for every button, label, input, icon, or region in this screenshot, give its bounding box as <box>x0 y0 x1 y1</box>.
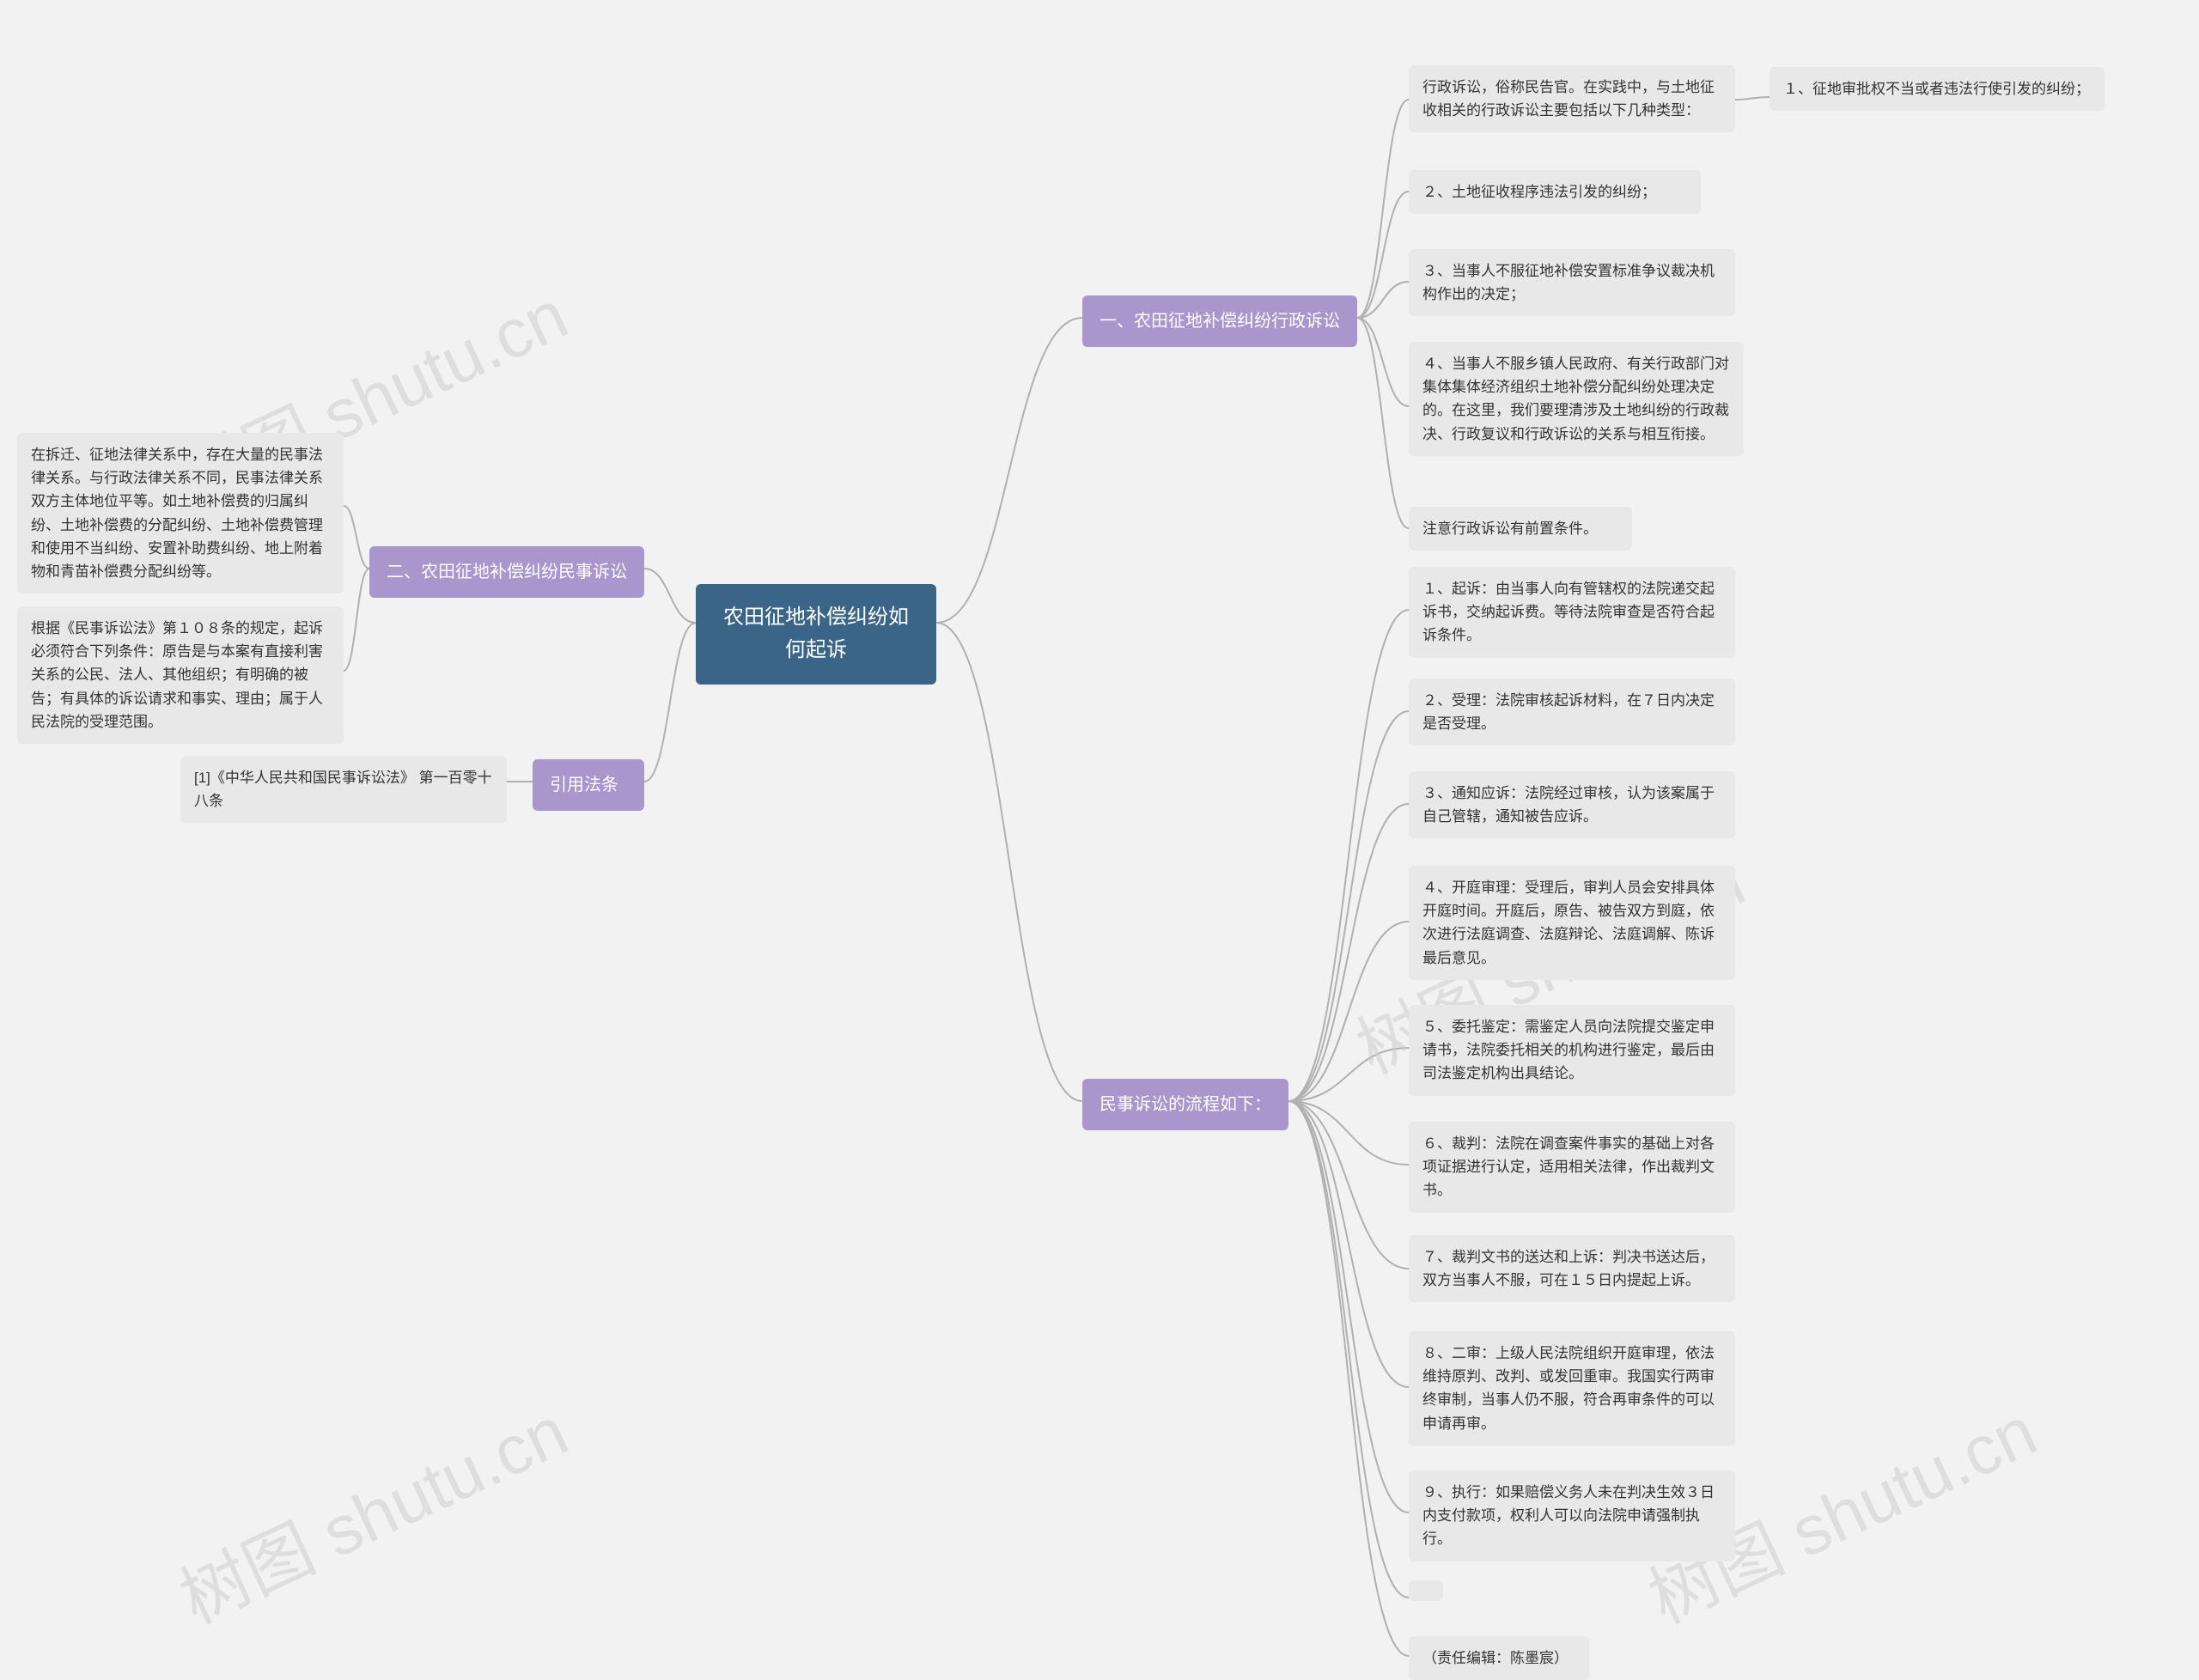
leaf-b3c1: 在拆迁、征地法律关系中，存在大量的民事法律关系。与行政法律关系不同，民事法律关系… <box>17 433 344 593</box>
leaf-b2c4: ４、开庭审理：受理后，审判人员会安排具体开庭时间。开庭后，原告、被告双方到庭，依… <box>1409 866 1735 980</box>
leaf-b2c11: （责任编辑：陈墨宸） <box>1409 1636 1589 1680</box>
leaf-b2c5: ５、委托鉴定：需鉴定人员向法院提交鉴定申请书，法院委托相关的机构进行鉴定，最后由… <box>1409 1005 1735 1096</box>
connector <box>1357 192 1409 318</box>
connector <box>644 623 696 782</box>
branch-admin-litigation[interactable]: 一、农田征地补偿纠纷行政诉讼 <box>1082 295 1357 347</box>
connector <box>1288 804 1409 1101</box>
connector <box>344 569 369 671</box>
connector <box>1288 1048 1409 1101</box>
leaf-b1c1: 行政诉讼，俗称民告官。在实践中，与土地征收相关的行政诉讼主要包括以下几种类型： <box>1409 65 1735 132</box>
leaf-b2c3: ３、通知应诉：法院经过审核，认为该案属于自己管辖，通知被告应诉。 <box>1409 771 1735 838</box>
connector <box>1357 318 1409 528</box>
leaf-b2c2: ２、受理：法院审核起诉材料，在７日内决定是否受理。 <box>1409 679 1735 746</box>
connector <box>1288 922 1409 1101</box>
connector <box>1735 97 1770 100</box>
connector <box>1288 711 1409 1101</box>
connector <box>1357 318 1409 406</box>
connector <box>936 623 1082 1101</box>
connector <box>1288 1101 1409 1165</box>
leaf-b2c6: ６、裁判：法院在调查案件事实的基础上对各项证据进行认定，适用相关法律，作出裁判文… <box>1409 1122 1735 1213</box>
watermark-4: 树图 shutu.cn <box>161 1377 581 1643</box>
connector <box>1288 1101 1409 1269</box>
connector <box>1357 282 1409 318</box>
connector-layer <box>0 0 2199 1665</box>
leaf-b1c2: ２、土地征收程序违法引发的纠纷； <box>1409 170 1701 214</box>
connector <box>1288 1101 1409 1656</box>
connector <box>344 506 369 569</box>
leaf-b2c1: １、起诉：由当事人向有管辖权的法院递交起诉书，交纳起诉费。等待法院审查是否符合起… <box>1409 567 1735 658</box>
leaf-b4c1: [1]《中华人民共和国民事诉讼法》 第一百零十八条 <box>180 756 507 823</box>
leaf-b1c5: 注意行政诉讼有前置条件。 <box>1409 507 1632 551</box>
branch-civil-litigation[interactable]: 二、农田征地补偿纠纷民事诉讼 <box>369 546 644 598</box>
leaf-b2c7: ７、裁判文书的送达和上诉：判决书送达后，双方当事人不服，可在１５日内提起上诉。 <box>1409 1235 1735 1302</box>
leaf-b1c4: ４、当事人不服乡镇人民政府、有关行政部门对集体集体经济组织土地补偿分配纠纷处理决… <box>1409 342 1744 456</box>
connector <box>1288 1101 1409 1513</box>
root-node[interactable]: 农田征地补偿纠纷如何起诉 <box>696 584 936 685</box>
connector <box>936 318 1082 623</box>
leaf-b3c2: 根据《民事诉讼法》第１０８条的规定，起诉必须符合下列条件：原告是与本案有直接利害… <box>17 606 344 744</box>
leaf-b2c8: ８、二审：上级人民法院组织开庭审理，依法维持原判、改判、或发回重审。我国实行两审… <box>1409 1331 1735 1446</box>
connector <box>1357 100 1409 318</box>
connector <box>644 569 696 623</box>
leaf-b2c9: ９、执行：如果赔偿义务人未在判决生效３日内支付款项，权利人可以向法院申请强制执行… <box>1409 1470 1735 1561</box>
leaf-b2c10 <box>1409 1580 1443 1601</box>
branch-civil-process[interactable]: 民事诉讼的流程如下： <box>1082 1079 1288 1130</box>
connector <box>1288 1101 1409 1387</box>
leaf-b1c3: ３、当事人不服征地补偿安置标准争议裁决机构作出的决定； <box>1409 249 1735 316</box>
leaf-b1c1a: １、征地审批权不当或者违法行使引发的纠纷； <box>1770 67 2105 111</box>
branch-cited-law[interactable]: 引用法条 <box>533 759 644 811</box>
connector <box>1288 610 1409 1101</box>
connector <box>1288 1101 1409 1598</box>
